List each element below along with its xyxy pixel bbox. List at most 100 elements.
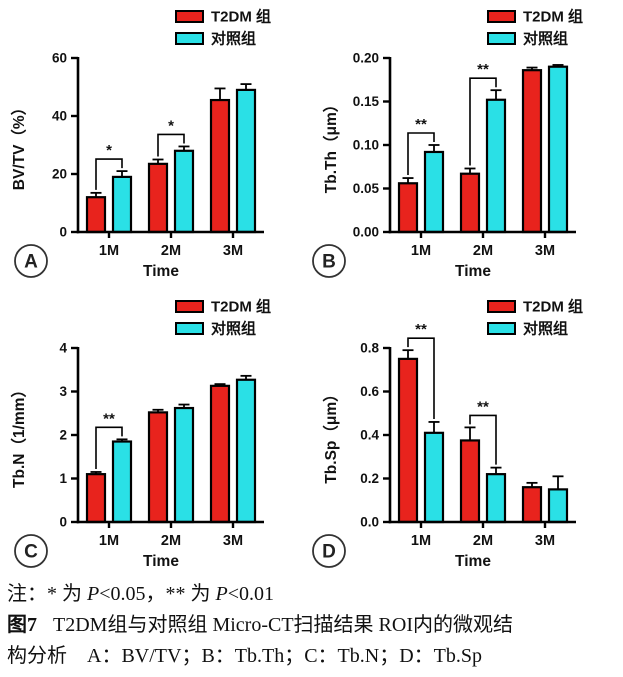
sig-bracket — [95, 426, 123, 469]
bar-control-3M — [547, 488, 569, 524]
y-tick-label: 0.6 — [360, 384, 379, 399]
legend-swatch-t2dm — [175, 300, 204, 313]
bar-t2dm-2M — [459, 172, 481, 234]
panel-badge — [14, 244, 48, 278]
sig-bracket — [407, 132, 435, 176]
legend-label: 对照组 — [523, 30, 568, 48]
y-axis-title: Tb.Sp（μm） — [322, 386, 340, 483]
bar-t2dm-1M — [397, 182, 419, 234]
x-tick-label: 2M — [161, 243, 181, 259]
y-axis-title: BV/TV（%） — [10, 100, 28, 190]
sig-bracket — [95, 158, 123, 190]
sig-label: * — [168, 117, 174, 134]
y-tick-label: 0.4 — [360, 428, 379, 443]
bar-t2dm-2M — [147, 162, 169, 234]
bar-t2dm-2M — [459, 439, 481, 524]
x-tick-label: 1M — [411, 533, 431, 549]
legend-label: T2DM 组 — [523, 298, 583, 316]
y-tick-label: 60 — [52, 51, 67, 66]
sig-label: ** — [103, 410, 115, 427]
x-axis-title: Time — [143, 263, 179, 280]
legend-label: 对照组 — [211, 320, 256, 338]
sig-bracket — [469, 414, 497, 465]
legend-label: T2DM 组 — [523, 8, 583, 26]
legend-swatch-t2dm — [487, 10, 516, 23]
panel-letter: D — [322, 542, 336, 563]
x-tick-label: 3M — [223, 533, 243, 549]
legend-label: T2DM 组 — [211, 298, 271, 316]
bar-t2dm-3M — [209, 384, 231, 524]
y-axis-title: Tb.N（1/mm） — [10, 382, 28, 488]
charts-grid: T2DM 组对照组 * * 0 20 40 60 1M 2M 3M Time BV/TV（%） A T2D… — [10, 8, 583, 571]
panel-letter: C — [24, 542, 38, 563]
y-tick-label: 0.8 — [360, 341, 379, 356]
legend-swatch-control — [175, 322, 204, 335]
bar-control-1M — [423, 431, 445, 524]
bar-control-3M — [235, 378, 257, 524]
legend-label: 对照组 — [523, 320, 568, 338]
x-tick-label: 1M — [99, 533, 119, 549]
sig-label: ** — [477, 398, 489, 415]
x-tick-label: 2M — [161, 533, 181, 549]
x-tick-label: 1M — [99, 243, 119, 259]
y-axis-title: Tb.Th（μm） — [322, 97, 340, 193]
caption-note-line: 注：* 为 P<0.05，** 为 P<0.01 — [7, 579, 617, 610]
panel-badge — [14, 534, 48, 568]
bar-t2dm-1M — [85, 196, 107, 234]
figure-number: 图7 — [7, 614, 37, 636]
y-tick-label: 3 — [59, 384, 67, 399]
sig-bracket — [157, 133, 185, 157]
bar-control-2M — [485, 98, 507, 234]
y-tick-label: 0.0 — [360, 515, 379, 530]
sig-label: ** — [415, 321, 427, 338]
y-tick-label: 0 — [59, 515, 67, 530]
y-tick-label: 0.10 — [353, 138, 379, 153]
bar-control-3M — [235, 88, 257, 234]
bar-control-2M — [173, 149, 195, 234]
legend-swatch-control — [487, 322, 516, 335]
bar-t2dm-3M — [521, 69, 543, 234]
caption-title-line1: 图7 T2DM组与对照组 Micro-CT扫描结果 ROI内的微观结 — [7, 610, 617, 641]
bar-control-3M — [547, 65, 569, 234]
x-tick-label: 3M — [535, 533, 555, 549]
note-p1: P — [87, 583, 100, 605]
legend-label: 对照组 — [211, 30, 256, 48]
caption-text1: T2DM组与对照组 Micro-CT扫描结果 ROI内的微观结 — [53, 614, 513, 636]
y-tick-label: 0.00 — [353, 225, 379, 240]
note-p2: P — [215, 583, 228, 605]
sig-label: * — [106, 142, 112, 159]
y-tick-label: 4 — [59, 341, 67, 356]
y-tick-label: 0.20 — [353, 51, 379, 66]
note-end: <0.01 — [227, 583, 274, 605]
y-tick-label: 0 — [59, 225, 67, 240]
x-tick-label: 1M — [411, 243, 431, 259]
bar-t2dm-3M — [209, 98, 231, 234]
bar-t2dm-3M — [521, 486, 543, 524]
x-tick-label: 3M — [535, 243, 555, 259]
legend-swatch-t2dm — [175, 10, 204, 23]
legend-swatch-t2dm — [487, 300, 516, 313]
panel-letter: A — [24, 252, 38, 273]
y-tick-label: 0.15 — [353, 94, 380, 109]
y-tick-label: 20 — [52, 167, 67, 182]
bar-t2dm-1M — [397, 357, 419, 524]
x-tick-label: 2M — [473, 243, 493, 259]
y-tick-label: 0.2 — [360, 471, 379, 486]
legend-swatch-control — [487, 32, 516, 45]
bar-t2dm-2M — [147, 411, 169, 524]
bar-control-1M — [111, 440, 133, 524]
x-axis-title: Time — [455, 553, 491, 570]
bar-control-2M — [485, 473, 507, 524]
legend-swatch-control — [175, 32, 204, 45]
x-tick-label: 3M — [223, 243, 243, 259]
bar-t2dm-1M — [85, 473, 107, 524]
bar-control-2M — [173, 406, 195, 524]
figure-caption: 注：* 为 P<0.05，** 为 P<0.01 图7 T2DM组与对照组 Mic… — [7, 579, 617, 672]
y-tick-label: 40 — [52, 109, 67, 124]
sig-bracket — [469, 77, 497, 166]
